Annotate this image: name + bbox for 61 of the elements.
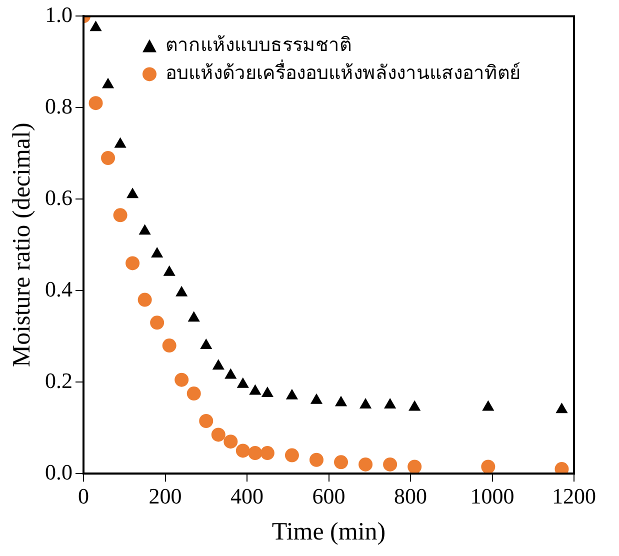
point <box>482 400 494 411</box>
point <box>359 398 372 408</box>
point <box>384 398 396 408</box>
point <box>199 414 214 428</box>
point <box>334 455 348 470</box>
y-axis-title: Moisture ratio (decimal) <box>8 122 36 368</box>
point <box>138 224 151 235</box>
point <box>481 460 496 474</box>
point <box>224 368 237 379</box>
point <box>408 400 421 411</box>
point <box>408 460 422 474</box>
x-tick-label: 0 <box>78 484 89 509</box>
point <box>186 386 201 401</box>
point <box>101 150 116 165</box>
point <box>284 448 299 462</box>
point <box>236 377 249 388</box>
point <box>114 137 126 148</box>
point <box>248 446 262 460</box>
legend-label: อบแห้งด้วยเครื่องอบแห้งพลังงานแสงอาทิตย์ <box>166 59 520 84</box>
point <box>138 292 152 307</box>
y-tick-label: 0.8 <box>45 93 72 118</box>
point <box>163 265 176 276</box>
point <box>174 372 189 387</box>
point <box>151 247 164 258</box>
x-tick-label: 400 <box>230 484 264 509</box>
x-tick-label: 1000 <box>470 484 514 509</box>
x-tick-label: 1200 <box>552 484 596 509</box>
point <box>383 457 398 472</box>
point <box>286 388 298 400</box>
point <box>236 444 250 458</box>
point <box>249 384 262 395</box>
point <box>309 452 324 467</box>
x-tick-label: 600 <box>312 484 346 509</box>
point <box>212 359 224 370</box>
point <box>126 188 139 198</box>
point <box>90 20 102 32</box>
x-axis-title: Time (min) <box>272 518 386 546</box>
y-tick-label: 0.6 <box>45 184 72 210</box>
point <box>224 434 238 449</box>
point <box>358 457 373 472</box>
x-tick-label: 800 <box>394 484 427 509</box>
y-tick-label: 0.0 <box>45 459 72 484</box>
point <box>260 446 274 460</box>
point <box>126 256 140 270</box>
point <box>556 402 568 414</box>
point <box>310 393 323 404</box>
y-tick-label: 0.2 <box>45 368 72 393</box>
point <box>176 286 188 296</box>
x-tick-label: 200 <box>148 484 182 509</box>
point <box>150 316 164 330</box>
y-tick-label: 1.0 <box>45 2 72 27</box>
point <box>113 208 128 222</box>
point <box>261 386 274 398</box>
point <box>200 338 212 350</box>
point <box>334 396 348 406</box>
legend-label: ตากแห้งแบบธรรมชาติ <box>166 35 352 56</box>
point <box>102 78 114 88</box>
point <box>162 338 176 353</box>
y-tick-label: 0.4 <box>45 276 72 302</box>
point <box>211 428 226 442</box>
point <box>188 311 200 322</box>
